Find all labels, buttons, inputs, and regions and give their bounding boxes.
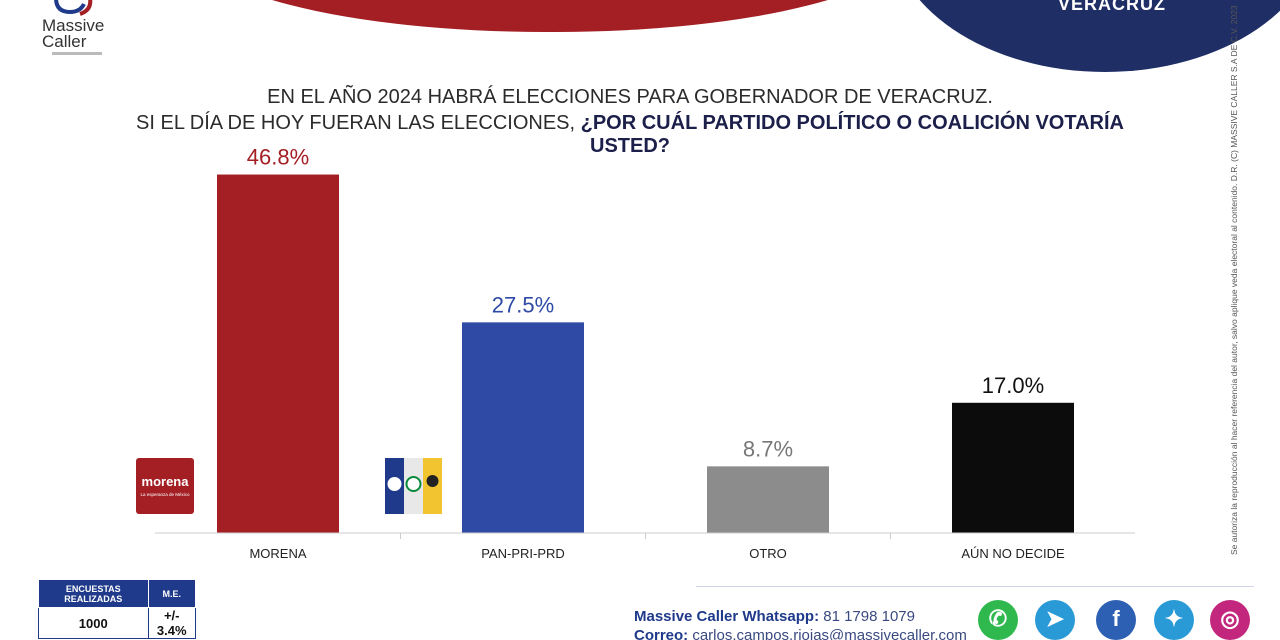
whatsapp-icon-glyph: ✆ (988, 606, 1008, 631)
bar-series: 46.8% MORENA 27.5% PAN-PRI-PRD 8.7% OTRO 17.0%… (217, 145, 1074, 561)
category-label-1: PAN-PRI-PRD (481, 546, 565, 561)
logo-mark-icon (54, 0, 93, 16)
contact-divider (696, 586, 1254, 587)
instagram-icon-glyph: ◎ (1220, 606, 1240, 631)
email-address[interactable]: carlos.campos.riojas@massivecaller.com (692, 627, 967, 640)
data-label-0: 46.8% (247, 145, 309, 170)
morena-logo-text: morena (142, 474, 190, 489)
category-label-2: OTRO (749, 546, 787, 561)
morena-logo: morena La esperanza de México (136, 458, 194, 514)
question-line2-bold: ¿POR CUÁL PARTIDO POLÍTICO O COALICIÓN V… (580, 112, 1124, 157)
copyright-note-text: Se autoriza la reproducción al hacer ref… (1229, 5, 1239, 555)
logo-line2: Caller (42, 32, 87, 51)
category-label-3: AÚN NO DECIDE (961, 546, 1065, 561)
whatsapp-label: Massive Caller Whatsapp: (634, 608, 820, 625)
question-line2-plain: SI EL DÍA DE HOY FUERAN LAS ELECCIONES, (136, 112, 581, 134)
data-label-1: 27.5% (492, 292, 554, 317)
pri-emblem-icon (405, 476, 422, 492)
bar-2 (707, 466, 829, 533)
surveys-value: 1000 (38, 607, 149, 639)
prd-emblem-icon (426, 475, 439, 487)
contact-email: Correo: carlos.campos.riojas@massivecall… (634, 627, 967, 640)
pan-emblem-icon (387, 477, 402, 491)
logo-text: Massive Caller (42, 16, 105, 51)
telegram-icon-glyph: ➤ (1045, 606, 1065, 631)
email-label: Correo: (634, 627, 689, 640)
bar-3 (952, 402, 1074, 533)
facebook-icon-glyph: f (1112, 606, 1120, 631)
bar-0 (217, 174, 339, 533)
methodology-table: ENCUESTAS REALIZADAS M.E. 1000 +/- 3.4% (38, 579, 196, 639)
twitter-icon[interactable]: ✦ (1154, 600, 1194, 640)
logo-line1: Massive (42, 16, 105, 35)
margin-error-header: M.E. (147, 579, 196, 608)
party-logos: morena La esperanza de México (136, 458, 442, 514)
massive-caller-logo: Massive Caller (36, 0, 120, 58)
whatsapp-number[interactable]: 81 1798 1079 (823, 608, 915, 625)
instagram-icon[interactable]: ◎ (1210, 600, 1250, 640)
twitter-icon-glyph: ✦ (1164, 606, 1184, 631)
data-label-2: 8.7% (743, 436, 793, 461)
morena-logo-sub: La esperanza de México (140, 492, 190, 497)
whatsapp-icon[interactable]: ✆ (978, 600, 1018, 640)
question-line2: SI EL DÍA DE HOY FUERAN LAS ELECCIONES, … (120, 112, 1140, 158)
logo-underline (52, 52, 102, 55)
bar-1 (462, 322, 584, 533)
data-label-3: 17.0% (982, 373, 1044, 398)
telegram-icon[interactable]: ➤ (1035, 600, 1075, 640)
margin-error-value: +/- 3.4% (147, 607, 196, 639)
header-region: VERACRUZ (1058, 0, 1167, 14)
pan-pri-prd-logo (385, 458, 442, 514)
surveys-header: ENCUESTAS REALIZADAS (38, 579, 149, 608)
category-label-0: MORENA (249, 546, 306, 561)
question-line1: EN EL AÑO 2024 HABRÁ ELECCIONES PARA GOB… (267, 86, 993, 108)
contact-whatsapp: Massive Caller Whatsapp: 81 1798 1079 (634, 608, 915, 625)
copyright-note: Se autoriza la reproducción al hacer ref… (1226, 5, 1256, 555)
facebook-icon[interactable]: f (1096, 600, 1136, 640)
